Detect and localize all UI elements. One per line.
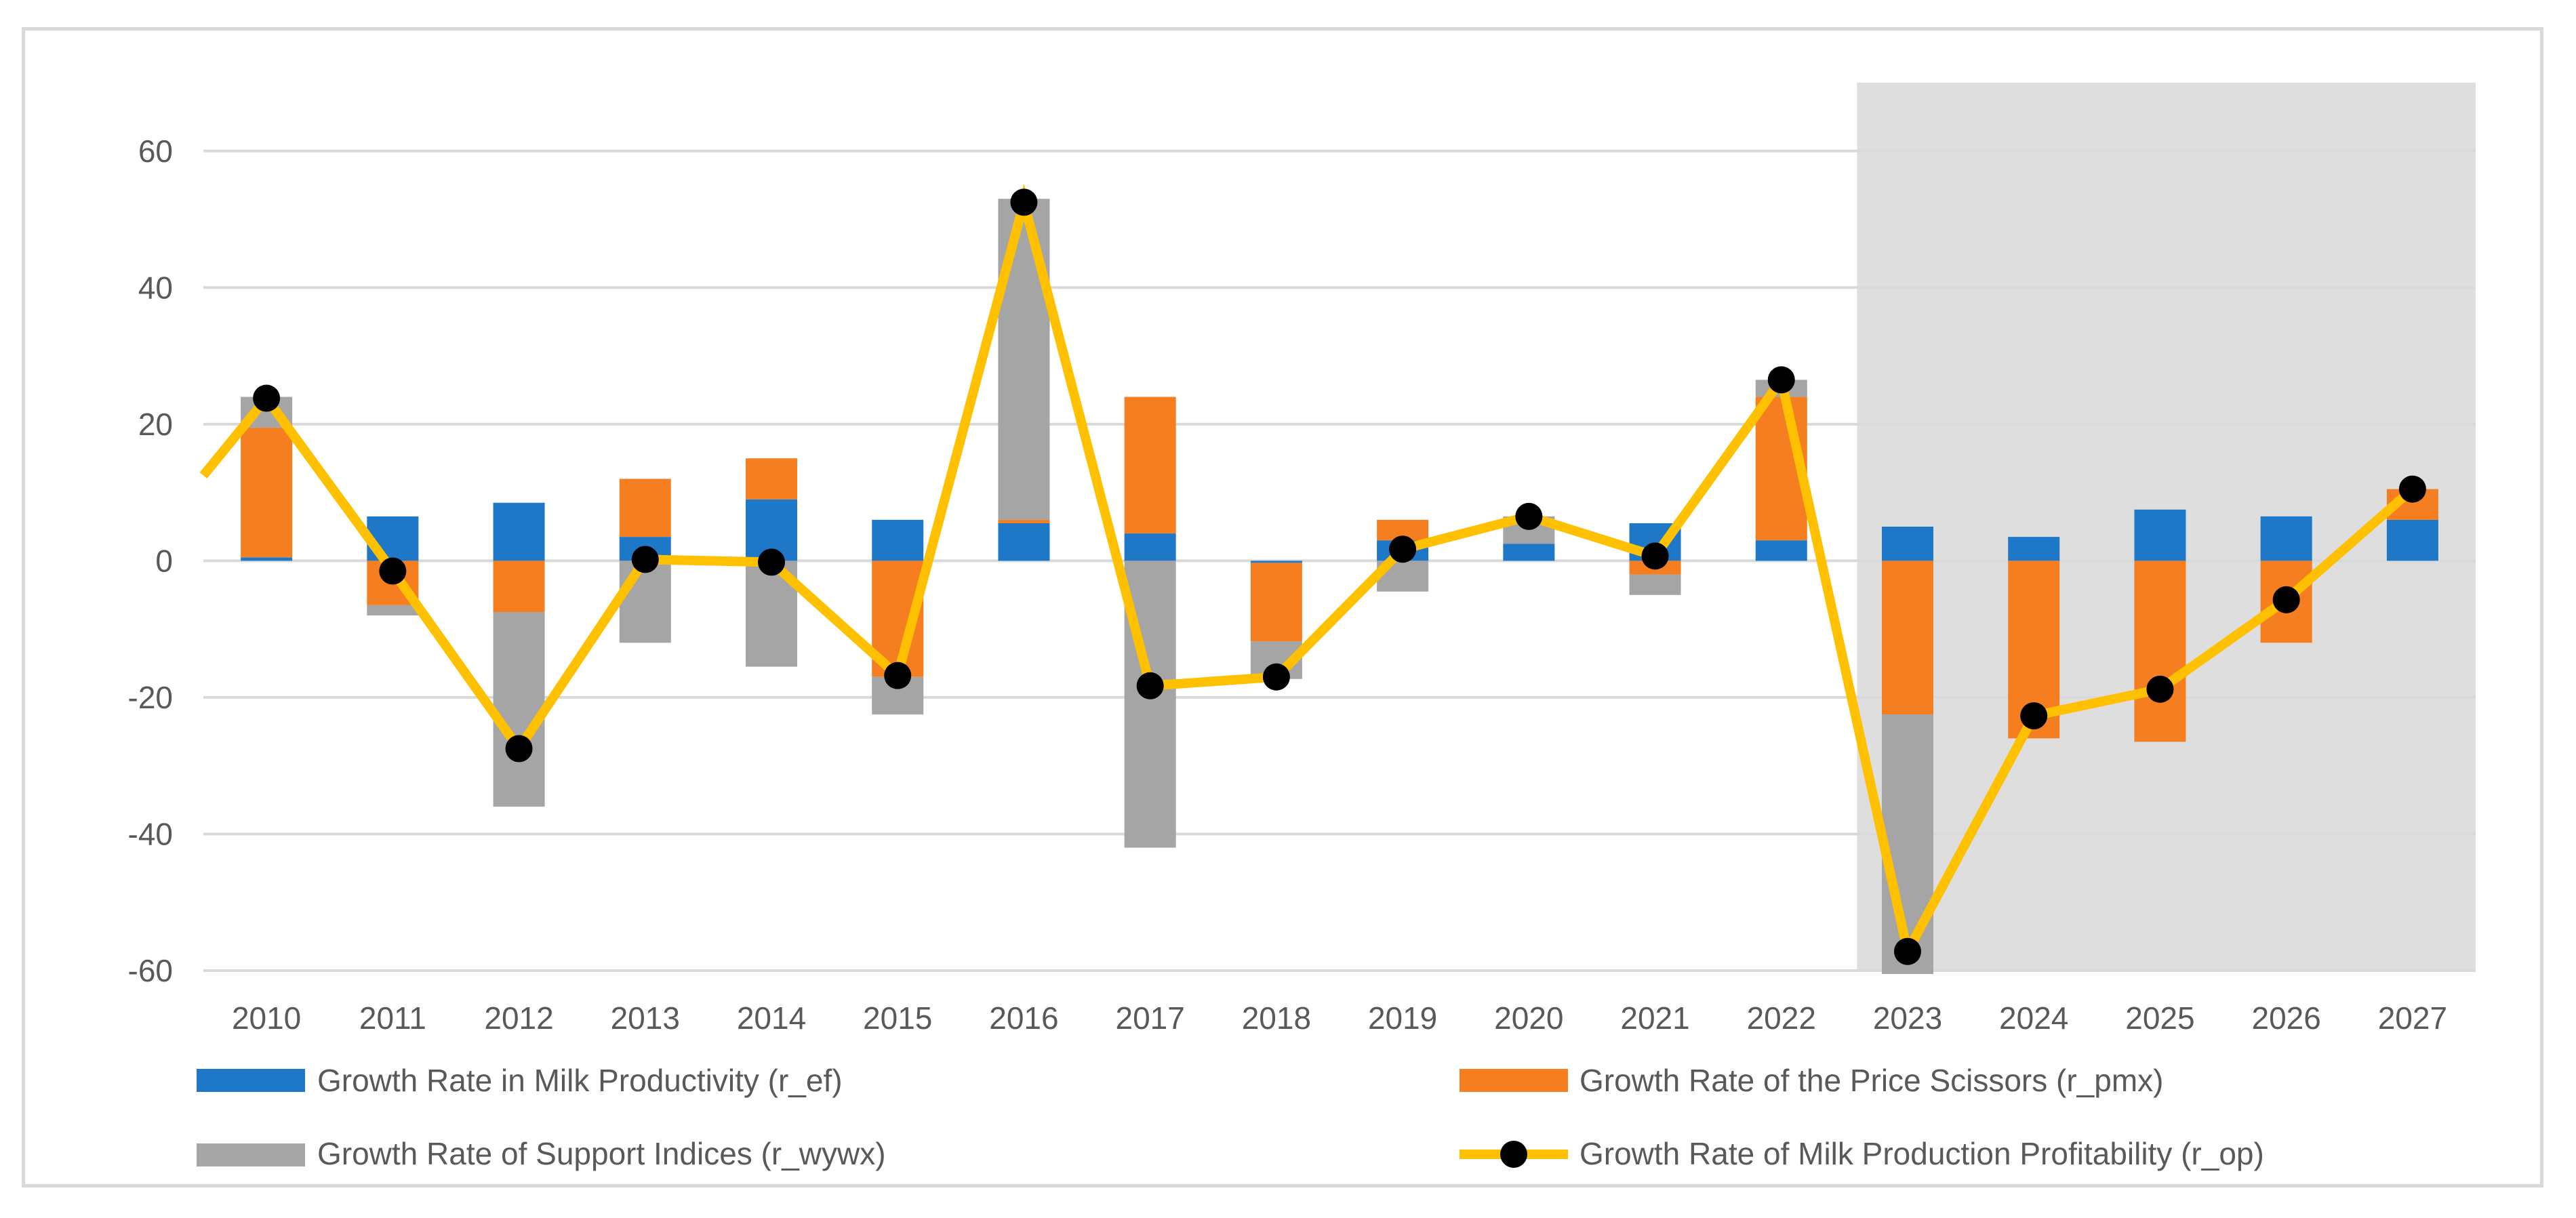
y-tick-label: -40: [128, 816, 173, 851]
legend: Growth Rate in Milk Productivity (r_ef) …: [197, 1063, 2264, 1171]
profitability-point-2012: [505, 735, 533, 763]
profitability-line: [199, 183, 2426, 965]
x-tick-label: 2010: [232, 1000, 301, 1036]
x-axis-ticks: 2010 2011 2012 2013 2014 2015 2016 2017 2018 2019…: [232, 1000, 2447, 1036]
bar-productivity-2018: [1250, 561, 1302, 563]
gridlines: [203, 149, 2476, 972]
x-tick-label: 2014: [737, 1000, 806, 1036]
bar-productivity-2023: [1882, 527, 1933, 561]
legend-swatch-support-indices: [197, 1143, 305, 1166]
profitability-point-2020: [1515, 502, 1543, 530]
bar-productivity-2010: [241, 557, 293, 561]
profitability-point-2024: [2020, 702, 2048, 730]
bar-price-scissors-2023: [1882, 561, 1933, 715]
profitability-point-2015: [884, 662, 912, 689]
profitability-point-2017: [1136, 672, 1164, 699]
x-tick-label: 2023: [1873, 1000, 1942, 1036]
x-tick-label: 2021: [1620, 1000, 1689, 1036]
bar-productivity-2020: [1503, 544, 1555, 561]
profitability-point-2011: [379, 557, 407, 585]
legend-label-productivity: Growth Rate in Milk Productivity (r_ef): [317, 1063, 843, 1098]
bar-productivity-2025: [2134, 509, 2186, 561]
bar-price-scissors-2010: [241, 427, 293, 558]
bar-support-indices-2021: [1629, 574, 1681, 595]
legend-label-support-indices: Growth Rate of Support Indices (r_wywx): [317, 1136, 886, 1171]
profitability-point-2023: [1894, 937, 1921, 965]
y-tick-label: 20: [138, 407, 173, 442]
bar-price-scissors-2018: [1250, 563, 1302, 642]
bar-support-indices-2011: [367, 605, 419, 615]
x-tick-label: 2012: [484, 1000, 553, 1036]
bar-productivity-2016: [998, 523, 1050, 561]
x-tick-label: 2017: [1115, 1000, 1184, 1036]
profitability-point-2022: [1767, 366, 1795, 394]
bar-support-indices-2013: [619, 561, 671, 643]
legend-label-price-scissors: Growth Rate of the Price Scissors (r_pmx…: [1579, 1063, 2163, 1098]
x-tick-label: 2013: [611, 1000, 680, 1036]
profitability-point-2026: [2272, 586, 2300, 613]
legend-swatch-profitability-marker: [1500, 1141, 1527, 1168]
legend-swatch-productivity: [197, 1069, 305, 1092]
bar-price-scissors-2016: [998, 519, 1050, 523]
profitability-point-2019: [1389, 535, 1417, 563]
x-tick-label: 2016: [989, 1000, 1058, 1036]
y-tick-label: 60: [138, 134, 173, 169]
profitability-point-2027: [2398, 475, 2426, 503]
bar-support-indices-2016: [998, 199, 1050, 520]
profitability-point-2013: [631, 546, 659, 573]
bar-price-scissors-2013: [619, 479, 671, 537]
legend-swatch-price-scissors: [1460, 1069, 1568, 1092]
bar-price-scissors-2017: [1124, 397, 1176, 534]
profitability-point-2016: [1010, 188, 1038, 216]
x-tick-label: 2026: [2251, 1000, 2320, 1036]
bar-price-scissors-2025: [2134, 561, 2186, 742]
x-tick-label: 2024: [1999, 1000, 2068, 1036]
x-tick-label: 2022: [1747, 1000, 1816, 1036]
bar-productivity-2027: [2386, 519, 2438, 561]
profitability-point-2018: [1262, 663, 1290, 691]
y-tick-label: 40: [138, 270, 173, 305]
bar-productivity-2022: [1755, 540, 1807, 561]
profitability-point-2010: [253, 384, 281, 412]
bar-productivity-2026: [2260, 516, 2312, 561]
profitability-point-2025: [2146, 675, 2174, 703]
y-tick-label: -60: [128, 953, 173, 988]
bar-productivity-2012: [493, 502, 545, 561]
x-tick-label: 2027: [2378, 1000, 2447, 1036]
x-tick-label: 2015: [863, 1000, 932, 1036]
bar-price-scissors-2012: [493, 561, 545, 612]
bar-support-indices-2012: [493, 611, 545, 807]
profitability-point-2014: [758, 548, 785, 576]
y-axis-ticks: 60 40 20 0 -20 -40 -60: [128, 134, 173, 988]
legend-label-profitability: Growth Rate of Milk Production Profitabi…: [1579, 1136, 2264, 1171]
bar-productivity-2015: [872, 519, 924, 561]
bar-productivity-2024: [2008, 537, 2060, 561]
x-tick-label: 2020: [1494, 1000, 1563, 1036]
x-tick-label: 2011: [359, 1000, 426, 1036]
bar-productivity-2017: [1124, 533, 1176, 561]
x-tick-label: 2018: [1242, 1000, 1311, 1036]
profitability-point-2021: [1641, 542, 1669, 570]
x-tick-label: 2025: [2125, 1000, 2194, 1036]
y-tick-label: 0: [155, 543, 173, 578]
x-tick-label: 2019: [1368, 1000, 1437, 1036]
y-tick-label: -20: [128, 680, 173, 715]
bar-price-scissors-2014: [746, 458, 797, 500]
